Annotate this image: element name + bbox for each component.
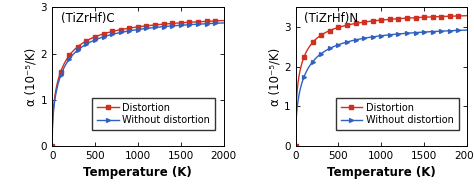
Distortion (183, 21, 189, 24)
Without distortion (426, 31, 432, 33)
Legend: Distortion, Without distortion: Distortion, Without distortion (336, 98, 459, 130)
X-axis label: Temperature (K): Temperature (K) (327, 166, 436, 179)
Distortion (310, 41, 316, 43)
Distortion (221, 19, 227, 22)
Distortion (429, 16, 435, 18)
Distortion (167, 22, 173, 25)
Text: (TiZrHf)N: (TiZrHf)N (304, 12, 358, 25)
Line: Without distortion: Without distortion (293, 28, 469, 148)
Without distortion (464, 29, 470, 31)
Without distortion (429, 30, 435, 33)
Distortion (362, 21, 368, 23)
Without distortion (118, 31, 124, 33)
Without distortion (310, 60, 316, 62)
Without distortion (221, 22, 227, 24)
Distortion (464, 15, 470, 17)
Distortion (125, 27, 130, 30)
Without distortion (186, 24, 191, 26)
Distortion (118, 28, 124, 31)
Without distortion (167, 25, 173, 27)
Y-axis label: α (10⁻⁵/K): α (10⁻⁵/K) (268, 47, 281, 106)
Without distortion (410, 32, 416, 34)
Legend: Distortion, Without distortion: Distortion, Without distortion (92, 98, 215, 130)
Y-axis label: α (10⁻⁵/K): α (10⁻⁵/K) (25, 47, 38, 106)
Without distortion (125, 30, 130, 32)
Distortion (67, 54, 73, 56)
Without distortion (292, 145, 298, 147)
Distortion (292, 145, 298, 147)
Distortion (49, 145, 55, 147)
Without distortion (49, 145, 55, 147)
Distortion (368, 20, 374, 22)
X-axis label: Temperature (K): Temperature (K) (83, 166, 192, 179)
Distortion (186, 21, 191, 23)
Distortion (426, 16, 432, 18)
Without distortion (362, 37, 368, 39)
Without distortion (67, 57, 73, 60)
Text: (TiZrHf)C: (TiZrHf)C (61, 12, 114, 25)
Line: Without distortion: Without distortion (50, 21, 226, 148)
Without distortion (183, 24, 189, 26)
Line: Distortion: Distortion (293, 14, 469, 148)
Distortion (410, 17, 416, 19)
Without distortion (368, 36, 374, 38)
Line: Distortion: Distortion (50, 19, 226, 148)
